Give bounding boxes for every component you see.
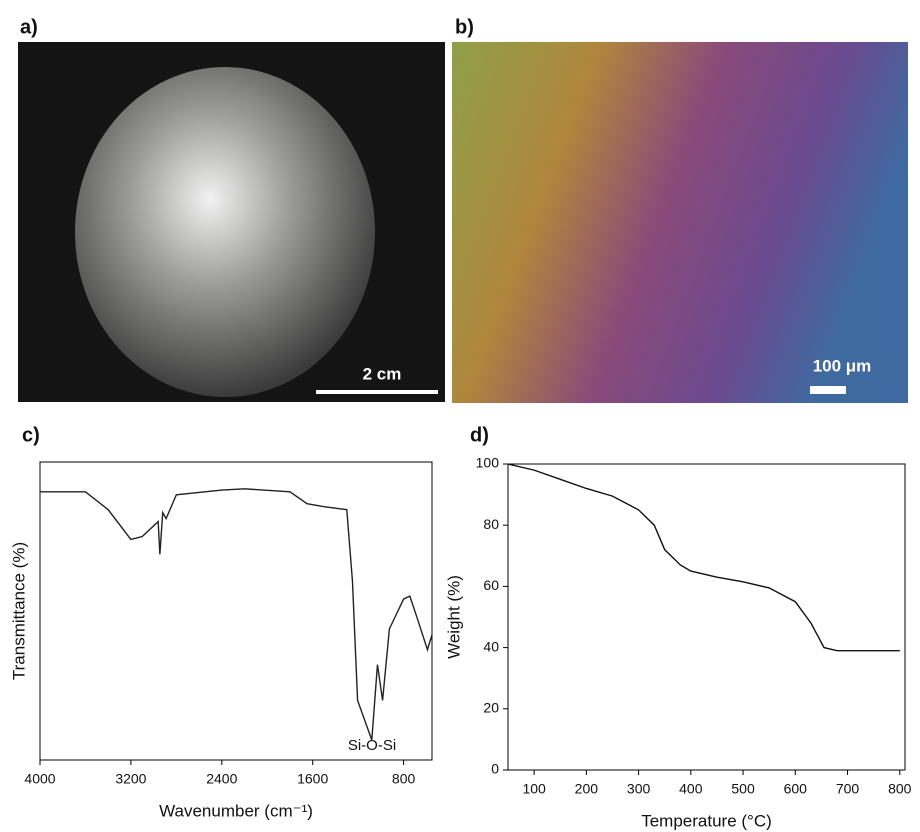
y-axis-label: Transmittance (%) <box>9 542 28 680</box>
y-tick-label: 100 <box>476 455 500 471</box>
film <box>75 67 375 397</box>
y-tick-label: 40 <box>483 638 499 654</box>
x-axis-label: Temperature (°C) <box>641 811 772 830</box>
panel-label: d) <box>470 424 489 446</box>
x-axis-label: Wavenumber (cm⁻¹) <box>159 801 313 820</box>
scale-text: 2 cm <box>363 364 402 383</box>
y-axis-label: Weight (%) <box>444 575 463 659</box>
x-tick-label: 2400 <box>206 771 237 787</box>
x-tick-label: 4000 <box>24 771 55 787</box>
micrograph <box>452 42 908 403</box>
x-tick-label: 300 <box>627 781 651 797</box>
x-tick-label: 800 <box>888 781 912 797</box>
x-tick-label: 100 <box>522 781 546 797</box>
data-line <box>40 489 432 740</box>
scale-bar <box>810 386 846 394</box>
panel-label: b) <box>455 16 474 38</box>
x-tick-label: 1600 <box>297 771 328 787</box>
x-tick-label: 400 <box>679 781 703 797</box>
y-tick-label: 20 <box>483 700 499 716</box>
x-tick-label: 3200 <box>115 771 146 787</box>
scale-text: 100 μm <box>813 356 872 375</box>
x-tick-label: 700 <box>836 781 860 797</box>
data-line <box>508 464 900 651</box>
figure: a) 2 cm b) 100 μm c) d) 4000320024001600… <box>0 0 920 832</box>
x-tick-label: 500 <box>731 781 755 797</box>
x-tick-label: 800 <box>392 771 416 787</box>
x-tick-label: 200 <box>575 781 599 797</box>
y-tick-label: 60 <box>483 577 499 593</box>
y-tick-label: 80 <box>483 516 499 532</box>
panel-label: a) <box>20 16 38 38</box>
plot-frame <box>508 464 905 770</box>
y-tick-label: 0 <box>491 761 499 777</box>
x-tick-label: 600 <box>784 781 808 797</box>
panel-label: c) <box>22 424 40 446</box>
